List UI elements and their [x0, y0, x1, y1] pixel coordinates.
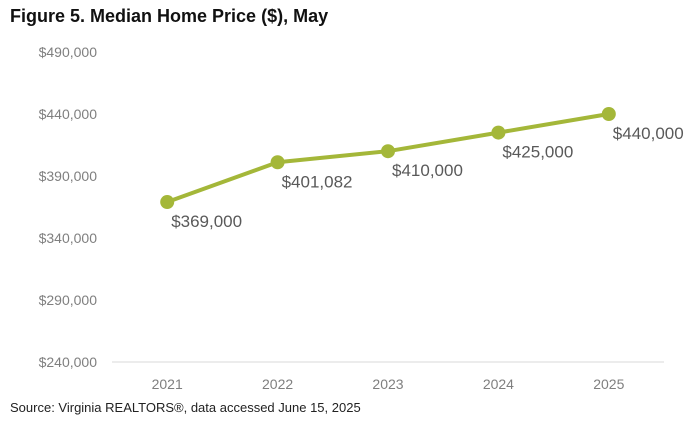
y-tick-label: $240,000 [39, 354, 98, 370]
x-axis-ticks: 2021 2022 2023 2024 2025 [152, 376, 625, 392]
data-point [160, 195, 175, 210]
data-point [381, 144, 395, 159]
y-tick-label: $390,000 [39, 168, 98, 184]
data-labels: $369,000 $401,082 $410,000 $425,000 $440,000 [171, 124, 684, 231]
series-layer [160, 107, 616, 210]
y-tick-label: $290,000 [39, 292, 98, 308]
data-label: $440,000 [613, 124, 684, 143]
data-label: $369,000 [171, 212, 242, 231]
data-label: $401,082 [282, 172, 353, 191]
x-tick-label: 2022 [262, 376, 293, 392]
data-point [491, 125, 506, 140]
y-tick-label: $440,000 [39, 106, 98, 122]
data-point [601, 107, 616, 121]
y-axis-ticks: $240,000 $290,000 $340,000 $390,000 $440,000… [39, 44, 98, 370]
x-tick-label: 2024 [483, 376, 514, 392]
source-note: Source: Virginia REALTORS®, data accesse… [10, 400, 361, 415]
data-label: $410,000 [392, 161, 463, 180]
x-tick-label: 2025 [593, 376, 624, 392]
x-tick-label: 2023 [372, 376, 403, 392]
x-tick-label: 2021 [152, 376, 183, 392]
data-label: $425,000 [502, 143, 573, 162]
data-point [270, 155, 285, 170]
y-tick-label: $340,000 [39, 230, 98, 246]
chart-title: Figure 5. Median Home Price ($), May [10, 6, 329, 26]
y-tick-label: $490,000 [39, 44, 98, 60]
